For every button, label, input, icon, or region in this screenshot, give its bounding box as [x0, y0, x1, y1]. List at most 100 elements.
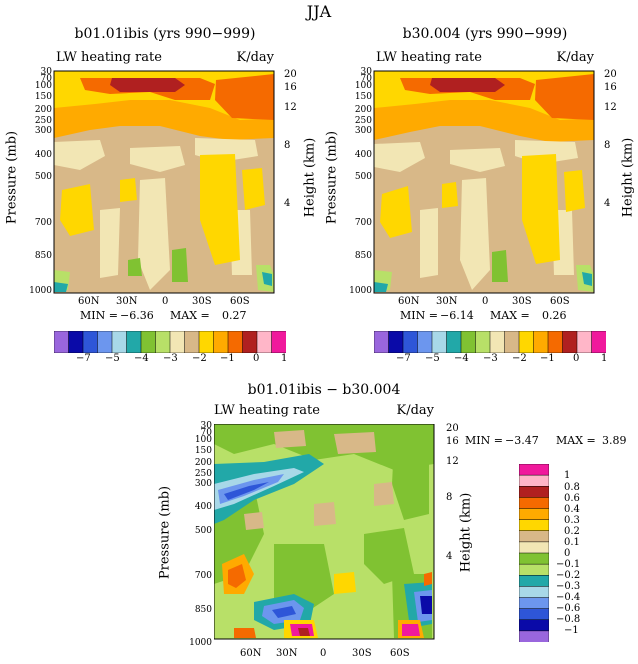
cb-label: −0.2	[556, 570, 581, 581]
panel2-title: b30.004 (yrs 990−999)	[402, 26, 568, 42]
colorbar-swatch	[591, 331, 606, 353]
colorbar-swatch	[576, 331, 593, 353]
cb-label: 0	[564, 548, 571, 559]
y-tick: 700	[194, 571, 212, 581]
colorbar-swatch	[417, 331, 433, 353]
y-tick: 70	[360, 74, 372, 84]
colorbar-swatch	[140, 331, 157, 353]
colorbar-swatch	[402, 331, 419, 353]
colorbar-swatch	[519, 541, 549, 554]
panel2-min-label: MIN =	[400, 309, 438, 322]
x-tick: 60S	[390, 648, 410, 659]
x-tick: 60N	[398, 296, 420, 307]
panel1-title: b01.01ibis (yrs 990−999)	[74, 26, 256, 42]
colorbar-swatch	[519, 508, 549, 521]
y-right-tick: 12	[284, 102, 297, 113]
y-right-tick: 12	[604, 102, 617, 113]
y-tick: 200	[194, 458, 212, 468]
y-right-tick: 4	[604, 198, 611, 209]
cb-label: 1	[281, 353, 288, 364]
panel3-chart	[214, 424, 435, 640]
colorbar-swatch	[519, 464, 549, 476]
y-tick: 150	[354, 92, 372, 102]
cb-label: −0.8	[556, 614, 581, 625]
cb-label: −4	[134, 353, 149, 364]
y-tick: 300	[194, 479, 212, 489]
panel1-right-subtitle: K/day	[236, 50, 274, 65]
colorbar-swatch	[489, 331, 506, 353]
cb-label: −1	[564, 625, 579, 636]
page-title: JJA	[306, 2, 332, 21]
y-right-tick: 20	[284, 69, 297, 80]
cb-label: −0.3	[556, 581, 581, 592]
y-right-tick: 12	[446, 456, 459, 467]
cb-label: −7	[76, 353, 91, 364]
colorbar-swatch	[519, 575, 549, 587]
y-tick: 30	[200, 421, 212, 431]
panel3-min-label: MIN =	[465, 434, 503, 447]
cb-label: 0.3	[564, 515, 580, 526]
colorbar-swatch	[519, 608, 549, 621]
colorbar-swatch	[519, 552, 549, 565]
y-right-tick: 16	[284, 82, 297, 93]
y-right-tick: 4	[284, 198, 291, 209]
panel2-y-right-label: Height (km)	[620, 137, 636, 218]
cb-label: 0	[253, 353, 260, 364]
y-tick: 100	[194, 435, 212, 445]
y-right-tick: 16	[446, 436, 459, 447]
cb-label: 1	[601, 353, 608, 364]
y-tick: 200	[354, 105, 372, 115]
panel1-max-value: 0.27	[222, 309, 247, 322]
colorbar-swatch	[519, 530, 549, 543]
x-tick: 60N	[240, 648, 262, 659]
x-tick: 0	[162, 296, 169, 307]
x-tick: 30N	[276, 648, 298, 659]
panel1-plot	[53, 70, 275, 294]
panel2-right-subtitle: K/day	[556, 50, 594, 65]
y-tick: 700	[354, 218, 372, 228]
panel3-colorbar	[519, 464, 549, 642]
y-right-tick: 8	[284, 140, 291, 151]
colorbar-swatch	[460, 331, 477, 353]
y-tick: 30	[40, 67, 52, 77]
y-tick: 250	[34, 116, 52, 126]
cb-label: −4	[454, 353, 469, 364]
y-right-tick: 4	[446, 551, 453, 562]
y-tick: 400	[194, 502, 212, 512]
y-tick: 30	[360, 67, 372, 77]
y-tick: 150	[34, 92, 52, 102]
colorbar-swatch	[388, 331, 404, 353]
x-tick: 60N	[78, 296, 100, 307]
y-tick: 70	[200, 428, 212, 438]
cb-label: 0.6	[564, 493, 580, 504]
cb-label: −1	[220, 353, 235, 364]
y-tick: 300	[354, 126, 372, 136]
x-tick: 0	[320, 648, 327, 659]
x-tick: 30N	[116, 296, 138, 307]
colorbar-swatch	[271, 331, 286, 353]
panel3-max-value: 3.89	[602, 434, 627, 447]
y-tick: 500	[354, 172, 372, 182]
y-right-tick: 16	[604, 82, 617, 93]
colorbar-swatch	[562, 331, 578, 353]
colorbar-swatch	[518, 331, 535, 353]
colorbar-swatch	[111, 331, 128, 353]
cb-label: −3	[163, 353, 178, 364]
colorbar-swatch	[184, 331, 200, 353]
y-tick: 70	[40, 74, 52, 84]
colorbar-swatch	[519, 619, 549, 632]
panel3-right-subtitle: K/day	[396, 403, 434, 418]
colorbar-swatch	[533, 331, 549, 353]
panel2-y-label: Pressure (mb)	[324, 130, 340, 225]
colorbar-swatch	[475, 331, 491, 353]
colorbar-swatch	[54, 331, 70, 353]
y-tick: 500	[194, 526, 212, 536]
colorbar-swatch	[431, 331, 448, 353]
colorbar-swatch	[126, 331, 142, 353]
colorbar-swatch	[504, 331, 520, 353]
y-tick: 400	[354, 150, 372, 160]
x-tick: 60S	[230, 296, 250, 307]
x-tick: 30S	[512, 296, 532, 307]
x-tick: 0	[482, 296, 489, 307]
y-tick: 300	[34, 126, 52, 136]
